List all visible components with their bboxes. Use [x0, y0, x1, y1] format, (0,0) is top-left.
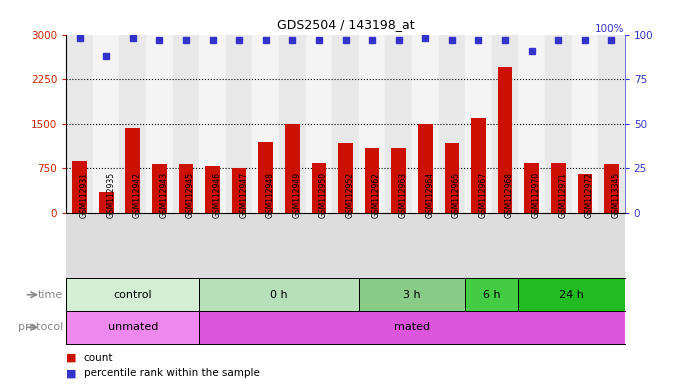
Bar — [365, 148, 380, 213]
Text: percentile rank within the sample: percentile rank within the sample — [84, 368, 260, 378]
Bar — [258, 142, 273, 213]
Text: GDS2504 / 143198_at: GDS2504 / 143198_at — [276, 18, 415, 31]
Text: mated: mated — [394, 322, 430, 333]
Bar — [524, 162, 539, 213]
Bar — [545, 35, 572, 213]
Bar — [418, 124, 433, 213]
Bar — [279, 35, 306, 213]
Bar — [359, 35, 385, 213]
Bar — [438, 35, 465, 213]
Text: GSM112971: GSM112971 — [558, 172, 567, 218]
Bar — [412, 35, 438, 213]
Bar — [146, 35, 172, 213]
Bar — [93, 35, 119, 213]
Text: GSM112967: GSM112967 — [478, 172, 487, 218]
Bar — [492, 35, 519, 213]
Bar — [445, 144, 459, 213]
Text: ■: ■ — [66, 353, 77, 363]
Bar — [359, 278, 465, 311]
Bar — [199, 35, 226, 213]
Bar — [199, 278, 359, 311]
Bar — [385, 35, 412, 213]
Bar — [332, 35, 359, 213]
Text: GSM112964: GSM112964 — [425, 172, 434, 218]
Text: 24 h: 24 h — [559, 290, 584, 300]
Text: GSM112952: GSM112952 — [346, 172, 355, 218]
Text: protocol: protocol — [17, 322, 63, 333]
Text: GSM112949: GSM112949 — [292, 172, 302, 218]
Bar — [172, 35, 199, 213]
Bar — [471, 119, 486, 213]
Bar — [205, 166, 220, 213]
Bar — [99, 192, 114, 213]
Bar — [577, 174, 592, 213]
Text: 6 h: 6 h — [483, 290, 500, 300]
Bar — [392, 148, 406, 213]
Text: GSM112947: GSM112947 — [239, 172, 248, 218]
Text: count: count — [84, 353, 113, 363]
Bar — [604, 164, 618, 213]
Bar — [66, 311, 199, 344]
Bar — [285, 124, 299, 213]
Bar — [179, 164, 193, 213]
Bar — [551, 163, 565, 213]
Bar — [199, 311, 625, 344]
Bar — [598, 35, 625, 213]
Text: GSM112972: GSM112972 — [585, 172, 594, 218]
Bar — [226, 35, 253, 213]
Bar — [119, 35, 146, 213]
Text: GSM113345: GSM113345 — [611, 172, 621, 218]
Text: GSM112968: GSM112968 — [505, 172, 514, 218]
Bar — [465, 278, 519, 311]
Bar — [519, 278, 625, 311]
Bar — [306, 35, 332, 213]
Text: ■: ■ — [66, 368, 77, 378]
Bar — [66, 35, 93, 213]
Text: GSM112970: GSM112970 — [532, 172, 541, 218]
Text: GSM112945: GSM112945 — [186, 172, 195, 218]
Text: 3 h: 3 h — [403, 290, 421, 300]
Bar — [465, 35, 492, 213]
Text: unmated: unmated — [107, 322, 158, 333]
Bar — [66, 278, 199, 311]
Bar — [152, 164, 167, 213]
Text: GSM112946: GSM112946 — [213, 172, 221, 218]
Bar — [311, 162, 326, 213]
Bar — [339, 143, 352, 213]
Text: 0 h: 0 h — [270, 290, 288, 300]
Bar — [572, 35, 598, 213]
Text: GSM112935: GSM112935 — [106, 172, 115, 218]
Bar — [253, 35, 279, 213]
Bar — [519, 35, 545, 213]
Bar — [126, 128, 140, 213]
Text: GSM112942: GSM112942 — [133, 172, 142, 218]
Text: GSM112948: GSM112948 — [266, 172, 275, 218]
Text: GSM112965: GSM112965 — [452, 172, 461, 218]
Text: control: control — [114, 290, 152, 300]
Text: 100%: 100% — [595, 24, 625, 34]
Text: GSM112950: GSM112950 — [319, 172, 328, 218]
Bar — [73, 161, 87, 213]
Text: time: time — [38, 290, 63, 300]
Text: GSM112943: GSM112943 — [159, 172, 168, 218]
Bar — [232, 168, 246, 213]
Text: GSM112963: GSM112963 — [399, 172, 408, 218]
Bar — [498, 67, 512, 213]
Text: GSM112931: GSM112931 — [80, 172, 89, 218]
Text: GSM112962: GSM112962 — [372, 172, 381, 218]
